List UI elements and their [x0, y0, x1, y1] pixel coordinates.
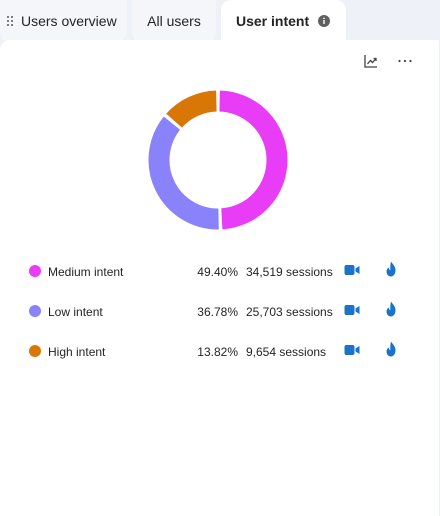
legend-label: High intent	[48, 345, 106, 359]
tab-label: Users overview	[21, 13, 117, 29]
swatch-high-intent	[29, 345, 41, 357]
tab-users-overview[interactable]: Users overview	[0, 0, 127, 42]
donut-slice-high-intent[interactable]	[164, 89, 218, 129]
tab-bar: Users overview All users User intent	[0, 0, 440, 42]
fire-icon[interactable]	[384, 261, 398, 277]
legend-percent: 36.78%	[197, 305, 238, 319]
tab-user-intent[interactable]: User intent	[221, 0, 346, 42]
legend-sessions: 25,703 sessions	[246, 305, 333, 319]
tab-label: User intent	[236, 13, 310, 29]
legend-label: Medium intent	[48, 265, 124, 279]
legend-sessions: 34,519 sessions	[246, 265, 333, 279]
legend-percent: 13.82%	[197, 345, 238, 359]
legend-label: Low intent	[48, 305, 103, 319]
video-icon[interactable]	[344, 303, 360, 317]
swatch-low-intent	[29, 305, 41, 317]
tab-label: All users	[147, 13, 201, 29]
video-icon[interactable]	[344, 343, 360, 357]
donut-chart	[146, 88, 290, 232]
fire-icon[interactable]	[384, 301, 398, 317]
legend-sessions: 9,654 sessions	[246, 345, 327, 359]
more-options-icon[interactable]	[397, 53, 413, 69]
swatch-medium-intent	[29, 265, 41, 277]
legend-row-high: High intent 13.82% 9,654 sessions	[0, 334, 440, 374]
legend: Medium intent 49.40% 34,519 sessions Low…	[0, 254, 440, 374]
donut-slice-low-intent[interactable]	[147, 115, 220, 231]
legend-row-medium: Medium intent 49.40% 34,519 sessions	[0, 254, 440, 294]
video-icon[interactable]	[344, 263, 360, 277]
info-icon[interactable]	[318, 15, 331, 27]
legend-row-low: Low intent 36.78% 25,703 sessions	[0, 294, 440, 334]
card-actions	[363, 53, 413, 69]
trend-chart-icon[interactable]	[363, 53, 379, 69]
donut-svg	[147, 89, 289, 231]
legend-percent: 49.40%	[197, 265, 238, 279]
donut-slice-medium-intent[interactable]	[218, 89, 289, 231]
fire-icon[interactable]	[384, 341, 398, 357]
drag-handle-icon[interactable]	[6, 15, 14, 27]
user-intent-card: Medium intent 49.40% 34,519 sessions Low…	[0, 40, 439, 516]
tab-all-users[interactable]: All users	[132, 0, 216, 42]
